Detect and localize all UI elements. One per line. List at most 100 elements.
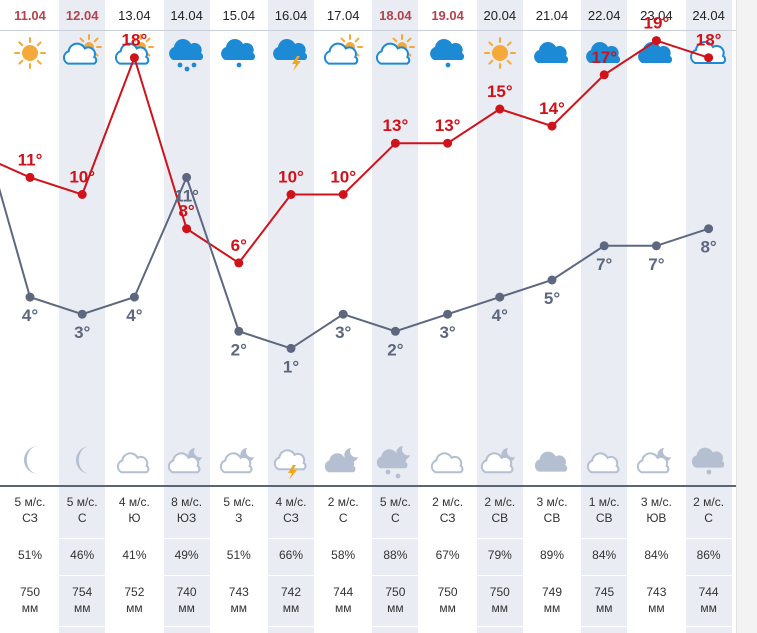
night-temperature-label: 4° [126,306,142,325]
day-temperature-point[interactable] [651,36,661,46]
day-date[interactable]: 19.04 [431,8,464,23]
night-temperature-point[interactable] [182,172,192,182]
day-temperature-label: 11° [18,150,43,169]
day-temperature-point[interactable] [182,224,192,234]
humidity-cell: 79% [487,548,512,562]
night-temperature-point[interactable] [547,275,557,285]
night-temperature-label: 3° [439,323,455,342]
cloud-outline-icon [587,452,620,474]
cloud-rain-icon [168,39,203,72]
day-temperature-point[interactable] [77,190,87,199]
humidity-cell: 86% [696,548,721,562]
night-temperature-point[interactable] [77,309,87,319]
day-date[interactable]: 17.04 [326,8,360,23]
day-date[interactable]: 22.04 [587,8,621,23]
pressure-cell: 750 мм [370,584,420,616]
day-temperature-point[interactable] [25,172,35,182]
pressure-value: 750 [489,585,510,599]
day-temperature-label: 13° [383,116,409,135]
night-temperature-point[interactable] [234,326,244,336]
day-temperature-label: 19° [644,14,670,33]
wind-speed: 2 м/с. [484,495,516,509]
partly-cloudy-icon [324,34,364,65]
day-date[interactable]: 15.04 [222,8,256,23]
pressure-unit: мм [21,601,39,615]
night-temperature-point[interactable] [25,292,35,302]
day-temperature-point[interactable] [129,53,139,63]
day-date[interactable]: 24.04 [692,8,725,23]
pressure-cell: 742 мм [266,584,316,616]
wind-cell: 1 м/с. СВ [579,494,629,526]
rain-moon-icon [377,446,411,479]
pressure-unit: мм [387,601,404,615]
cloud-moon-icon [637,448,672,474]
day-date[interactable]: 13.04 [118,8,151,23]
day-temperature-point[interactable] [338,190,348,199]
pressure-cell: 740 мм [162,584,212,616]
night-temperature-point[interactable] [338,309,348,319]
day-temperature-label: 10° [330,168,356,187]
night-temperature-point[interactable] [651,241,661,251]
humidity-cell: 51% [17,548,43,562]
humidity-cell: 46% [70,548,95,562]
day-date[interactable]: 16.04 [274,8,308,23]
pressure-value: 745 [594,585,615,599]
wind-direction: СВ [595,511,613,525]
wind-speed: 4 м/с. [275,495,307,509]
day-temperature-point[interactable] [495,104,505,114]
wind-cell: 2 м/с. С [684,494,734,526]
night-temperature-point[interactable] [599,241,609,251]
wind-cell: 2 м/с. СВ [475,494,525,526]
overcast-icon [534,451,568,472]
moon-icon [24,446,38,474]
night-temperature-point[interactable] [495,292,505,302]
shaded-column [581,0,628,633]
wind-cell: 5 м/с. З [214,494,264,526]
day-temperature-point[interactable] [599,70,609,80]
day-date[interactable]: 21.04 [535,8,569,23]
wind-direction: СЗ [22,511,38,525]
pressure-unit: мм [439,601,456,615]
day-date[interactable]: 12.04 [65,8,99,23]
cloud-outline-icon [430,452,463,474]
day-temperature-label: 10° [278,168,304,187]
wind-cell: 5 м/с. С [370,494,420,526]
day-temperature-point[interactable] [443,138,453,148]
day-temperature-point[interactable] [704,53,714,63]
pressure-unit: мм [595,601,613,615]
wind-direction: СЗ [439,511,456,525]
night-temperature-point[interactable] [390,326,400,336]
humidity-cell: 41% [122,548,147,562]
day-temperature-point[interactable] [234,258,244,268]
day-date[interactable]: 23.04 [640,8,673,23]
row-divider [0,538,736,539]
day-temperature-label: 17° [591,48,617,67]
day-date[interactable]: 11.04 [14,8,46,23]
day-date[interactable]: 18.04 [379,8,412,23]
day-date[interactable]: 20.04 [483,8,517,23]
day-temperature-point[interactable] [390,138,400,148]
cloud-moon-icon [219,448,254,474]
day-date[interactable]: 14.04 [170,8,203,23]
night-temperature-point[interactable] [704,224,714,234]
pressure-value: 750 [437,585,458,599]
night-temperature-point[interactable] [286,343,296,353]
pressure-cell: 743 мм [631,584,681,616]
wind-cell: 4 м/с. СЗ [266,494,316,526]
wind-cell: 2 м/с. СЗ [423,494,473,526]
temperature-chart: 11° 10° 18° 8° 6° 10° 10° 13° 13° 15° 14° 17° 19° 18°… [0,14,722,376]
pressure-unit: мм [178,601,195,615]
pressure-cell: 750 мм [423,584,473,616]
thunderstorm-icon [273,39,308,71]
cloud-moon-icon [167,448,202,474]
day-temperature-label: 8° [178,202,194,221]
night-temperature-point[interactable] [443,309,453,319]
day-temperature-point[interactable] [547,121,557,131]
humidity-cell: 88% [383,548,408,562]
vertical-scrollbar[interactable] [736,0,757,633]
shaded-column [685,0,732,633]
wind-direction: СВ [491,511,509,525]
pressure-unit: мм [491,601,509,615]
night-temperature-point[interactable] [129,292,139,302]
day-temperature-point[interactable] [286,190,296,199]
